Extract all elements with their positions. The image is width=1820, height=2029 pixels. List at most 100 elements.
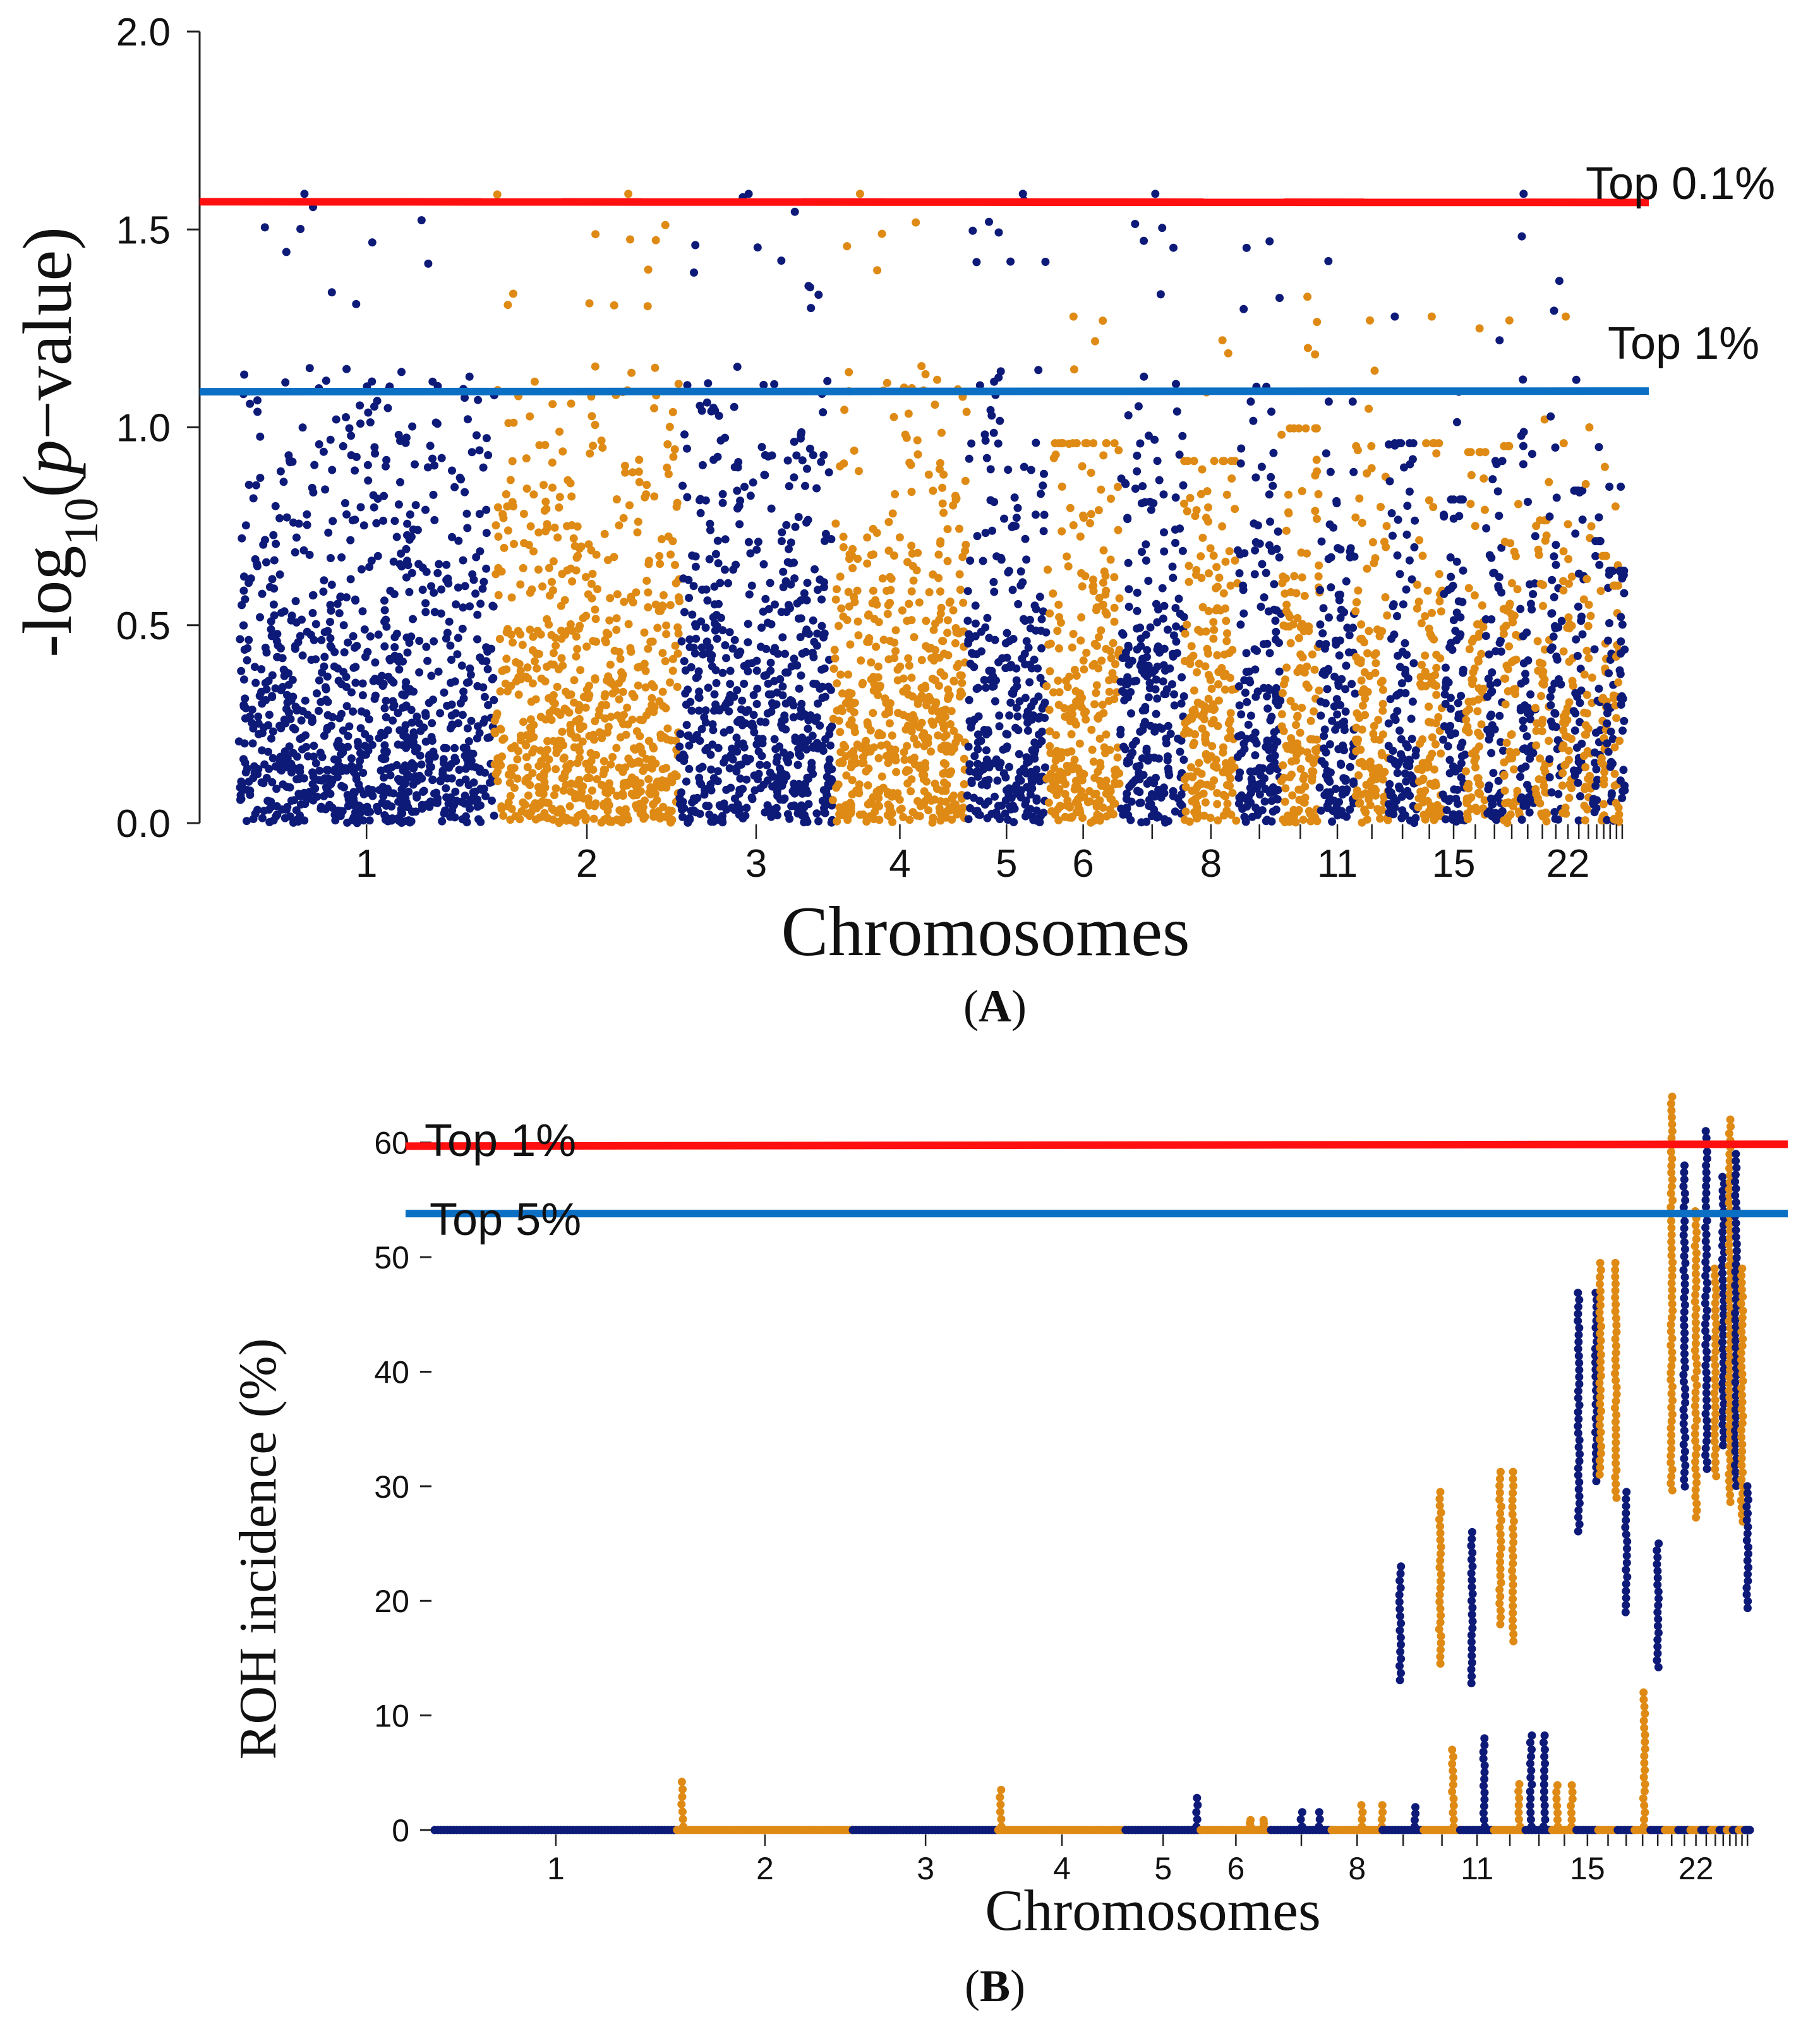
panel-a-point	[711, 700, 720, 709]
panel-a-point	[467, 448, 476, 457]
panel-a-point	[1243, 697, 1251, 706]
panel-a-point	[1044, 640, 1053, 649]
panel-a-point	[469, 575, 478, 584]
panel-a-point	[421, 711, 430, 720]
panel-a-point	[1115, 646, 1124, 654]
panel-a-point	[556, 805, 565, 814]
panel-a-point	[972, 258, 981, 267]
panel-a-point	[1418, 661, 1426, 669]
panel-a-point	[337, 781, 346, 790]
panel-a-point	[268, 727, 277, 736]
panel-a-point	[710, 600, 719, 609]
panel-a-point	[1001, 773, 1010, 782]
panel-a-point	[785, 482, 793, 491]
panel-a-point	[1507, 658, 1516, 666]
panel-a-point	[1143, 672, 1152, 681]
panel-a-point	[1272, 805, 1281, 814]
panel-a-point	[1475, 742, 1483, 751]
panel-a-point	[1411, 746, 1420, 755]
panel-a-point	[509, 289, 517, 298]
panel-a-point	[589, 766, 598, 774]
panel-a-point	[243, 817, 251, 826]
panel-a-point	[330, 662, 339, 671]
panel-a-point	[240, 739, 249, 748]
panel-a-point	[1382, 543, 1390, 551]
panel-a-point	[1006, 698, 1015, 707]
panel-a-point	[732, 733, 741, 742]
panel-a-point	[1475, 324, 1484, 333]
panel-a-point	[540, 506, 549, 515]
panel-a-point	[1089, 439, 1098, 448]
panel-a-point	[1013, 712, 1022, 721]
panel-a-point	[560, 704, 569, 713]
panel-a-point	[403, 648, 412, 657]
panel-a-point	[382, 462, 390, 471]
panel-a-point	[1526, 754, 1534, 763]
panel-a-point	[980, 430, 989, 439]
panel-a-point	[1308, 650, 1317, 659]
panel-a-point	[1220, 457, 1229, 466]
panel-a-point	[752, 656, 761, 665]
panel-a-point	[973, 759, 982, 768]
panel-a-point	[1020, 462, 1028, 471]
panel-a-point	[957, 807, 966, 816]
panel-a-point	[450, 483, 459, 491]
panel-a-point	[562, 814, 570, 822]
panel-a-point	[382, 615, 390, 624]
panel-a-point	[1081, 572, 1090, 581]
panel-a-point	[298, 423, 307, 432]
panel-a-point	[682, 721, 691, 730]
panel-a-point	[1039, 527, 1048, 536]
panel-a-point	[934, 574, 943, 582]
panel-a-point	[522, 753, 531, 762]
panel-a-point	[1263, 704, 1272, 713]
panel-a-point	[239, 586, 248, 595]
panel-a-point	[1100, 782, 1109, 791]
panel-a-point	[822, 786, 831, 795]
panel-a-point	[1016, 793, 1025, 802]
panel-a-point	[1329, 523, 1338, 532]
panel-a-point	[1169, 792, 1178, 800]
panel-a-point	[793, 809, 802, 818]
panel-a-point	[1292, 721, 1300, 730]
panel-a-point	[1237, 710, 1246, 719]
panel-a-point	[367, 557, 376, 565]
panel-a-point	[1303, 662, 1311, 671]
panel-a-point	[349, 794, 358, 803]
panel-a-point	[883, 378, 891, 387]
panel-a-point	[667, 807, 676, 816]
panel-a-point	[346, 536, 355, 545]
panel-a-point	[1034, 664, 1042, 673]
panel-a-point	[1025, 678, 1034, 687]
panel-a-point	[1234, 732, 1243, 741]
panel-a-point	[855, 190, 864, 198]
panel-a-point	[816, 721, 824, 730]
panel-a-point	[311, 655, 320, 664]
panel-a-point	[1416, 673, 1425, 682]
panel-a-point	[807, 763, 816, 772]
panel-a-point	[1466, 448, 1475, 457]
panel-a-point	[366, 632, 375, 641]
panel-a-point	[936, 539, 944, 548]
panel-a-point	[846, 640, 855, 649]
panel-a-point	[447, 656, 455, 664]
panel-a-point	[1419, 810, 1428, 819]
panel-a-point	[817, 622, 826, 630]
panel-a-point	[1488, 687, 1497, 695]
panel-a-chrom-1-points	[234, 190, 498, 828]
panel-a-point	[413, 713, 421, 721]
panel-a-point	[912, 218, 920, 227]
panel-a-point	[735, 520, 744, 529]
panel-a-point	[403, 519, 412, 528]
panel-a-point	[1507, 730, 1516, 739]
panel-a-point	[752, 740, 761, 749]
panel-a-point	[1210, 457, 1219, 466]
panel-a-point	[600, 816, 608, 824]
panel-a-point	[819, 583, 828, 591]
panel-a-point	[981, 529, 990, 538]
panel-a-point	[1349, 467, 1358, 476]
panel-a-point	[1071, 776, 1080, 785]
panel-a-point	[389, 678, 398, 687]
panel-a-point	[332, 415, 340, 424]
panel-a-point	[291, 597, 300, 606]
